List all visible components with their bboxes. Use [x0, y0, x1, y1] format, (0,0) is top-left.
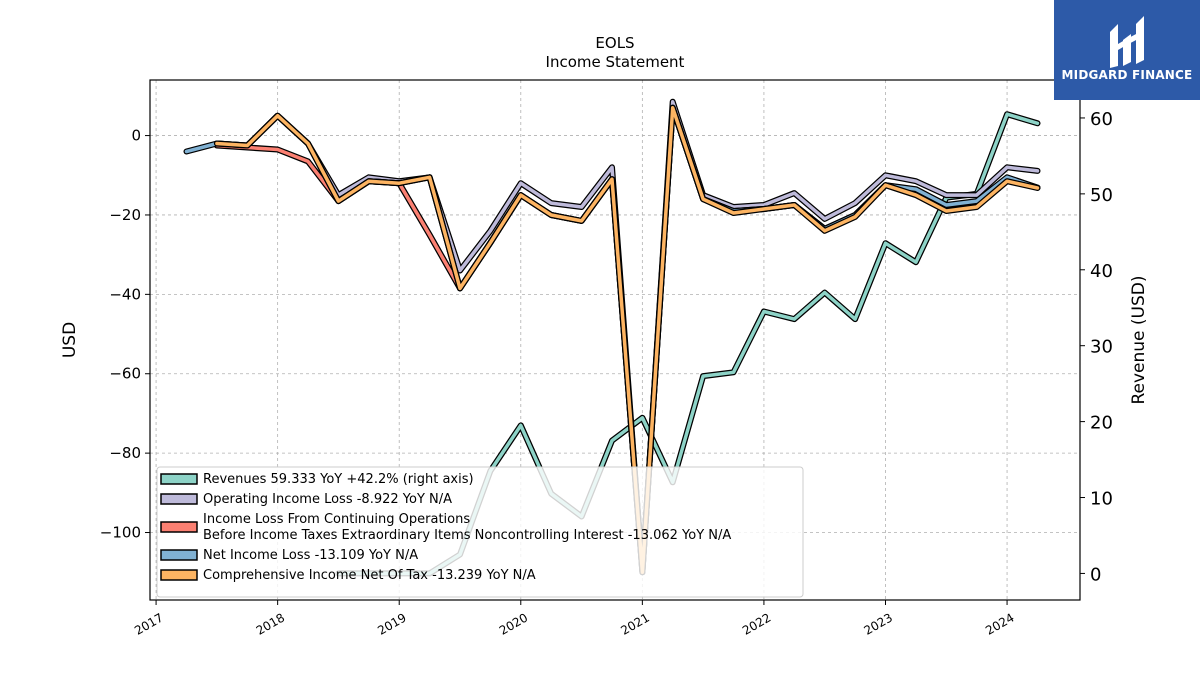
legend-swatch: [160, 493, 198, 505]
y2-axis-label: Revenue (USD): [1129, 275, 1149, 404]
y-axis-label: USD: [60, 322, 80, 358]
legend-label: Income Loss From Continuing Operations: [203, 512, 470, 527]
series-line-stroke: [215, 106, 1040, 574]
y2-tick-label: 40: [1090, 261, 1113, 282]
legend-item: Operating Income Loss -8.922 YoY N/A: [160, 492, 452, 507]
y-tick-label: 0: [131, 127, 141, 145]
legend-label: Net Income Loss -13.109 YoY N/A: [203, 548, 418, 563]
legend-swatch: [160, 521, 198, 533]
chart-title: EOLS: [595, 34, 634, 52]
x-tick-label: 2019: [375, 610, 408, 637]
legend-swatch: [160, 569, 198, 581]
y-tick-label: −80: [109, 444, 141, 462]
legend-label: Comprehensive Income Net Of Tax -13.239 …: [203, 568, 536, 583]
y2-tick-label: 50: [1090, 185, 1113, 206]
legend-item: Comprehensive Income Net Of Tax -13.239 …: [160, 568, 536, 583]
x-tick-label: 2020: [497, 610, 530, 637]
x-tick-label: 2018: [254, 610, 287, 637]
legend-label: Operating Income Loss -8.922 YoY N/A: [203, 492, 452, 507]
x-tick-label: 2017: [132, 610, 165, 637]
y-tick-label: −60: [109, 365, 141, 383]
brand-logo: MIDGARD FINANCE: [1054, 0, 1200, 100]
y2-tick-label: 0: [1090, 564, 1101, 585]
legend-item: Income Loss From Continuing OperationsBe…: [160, 512, 731, 543]
legend-box: [156, 466, 804, 598]
brand-name: MIDGARD FINANCE: [1061, 68, 1193, 82]
legend-item: Revenues 59.333 YoY +42.2% (right axis): [160, 472, 474, 487]
plot-frame: [149, 79, 1081, 601]
series-layer: [183, 98, 1041, 577]
x-tick-label: 2021: [618, 610, 651, 637]
legend-swatch: [160, 549, 198, 561]
y-tick-label: −40: [109, 285, 141, 303]
series-line-4: [213, 104, 1041, 576]
legend-swatch: [160, 473, 198, 485]
legend-label: Before Income Taxes Extraordinary Items …: [203, 528, 731, 543]
y2-tick-label: 20: [1090, 413, 1113, 434]
chart-subtitle: Income Statement: [546, 53, 685, 71]
y2-tick-label: 10: [1090, 489, 1113, 510]
y-tick-label: −100: [100, 524, 141, 542]
legend-label: Revenues 59.333 YoY +42.2% (right axis): [203, 472, 474, 487]
y-tick-label: −20: [109, 206, 141, 224]
x-tick-label: 2024: [983, 610, 1016, 637]
midgard-logo-icon: [1110, 16, 1144, 68]
legend-item: Net Income Loss -13.109 YoY N/A: [160, 548, 418, 563]
y2-tick-label: 60: [1090, 109, 1113, 130]
y2-tick-label: 30: [1090, 337, 1113, 358]
x-tick-label: 2023: [862, 610, 895, 637]
legend: Revenues 59.333 YoY +42.2% (right axis) O…: [156, 466, 804, 598]
x-tick-label: 2022: [740, 610, 773, 637]
